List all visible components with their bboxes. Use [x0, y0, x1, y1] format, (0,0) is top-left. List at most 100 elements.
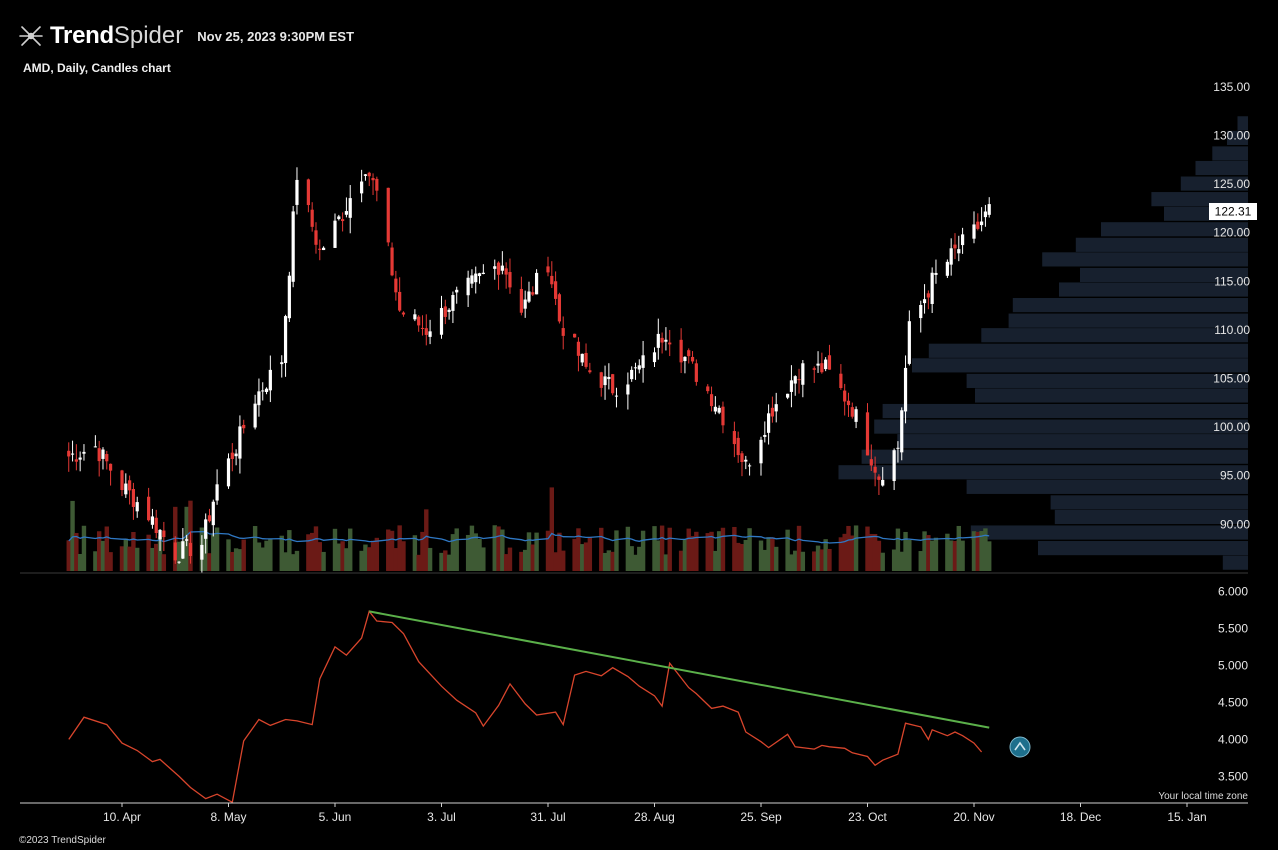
volume-bar — [549, 487, 555, 571]
volume-bar — [469, 525, 475, 571]
alert-chevron-icon[interactable] — [1009, 736, 1031, 758]
volume-bar — [500, 529, 505, 571]
volume-bar — [530, 544, 535, 571]
candle-body — [759, 439, 763, 464]
time-tick-label: 18. Dec — [1060, 810, 1101, 824]
candle-body — [504, 268, 508, 275]
candle-body — [523, 299, 527, 309]
indicator-tick-label: 4.500 — [1218, 695, 1248, 709]
volume-bar — [796, 525, 802, 571]
candle-body — [451, 295, 455, 311]
volume-profile-bar — [1008, 313, 1248, 328]
candle-body — [310, 209, 314, 227]
candle-body — [401, 312, 406, 315]
time-tick-label: 10. Apr — [103, 810, 141, 824]
price-tick-label: 90.00 — [1220, 517, 1250, 531]
volume-bar — [629, 546, 634, 571]
candle-body — [957, 249, 961, 254]
volume-bar — [81, 525, 87, 571]
volume-bar — [96, 531, 102, 571]
candle-body — [824, 359, 828, 370]
candle-body — [474, 273, 478, 283]
volume-bar — [876, 540, 882, 571]
volume-bar — [872, 534, 878, 571]
volume-bar — [363, 544, 368, 571]
candle-body — [211, 501, 215, 526]
price-tick-label: 105.00 — [1213, 371, 1250, 385]
indicator-tick-label: 4.000 — [1218, 732, 1248, 746]
candle-body — [534, 272, 539, 295]
volume-bar — [226, 539, 231, 571]
volume-bar — [237, 549, 243, 571]
volume-bar — [446, 554, 452, 571]
time-tick-label: 23. Oct — [848, 810, 887, 824]
candle-body — [949, 248, 953, 265]
candle-body — [573, 333, 577, 338]
volume-bar — [694, 531, 699, 571]
volume-bar — [519, 551, 524, 571]
candle-body — [226, 458, 231, 487]
volume-bar — [929, 540, 935, 571]
indicator-trendline[interactable] — [369, 610, 990, 729]
volume-bar — [123, 538, 129, 571]
volume-bar — [150, 547, 155, 571]
volume-bar — [507, 547, 513, 571]
volume-bar — [572, 538, 577, 571]
volume-bar — [686, 528, 691, 571]
volume-bar — [230, 551, 235, 571]
price-tick-label: 130.00 — [1213, 128, 1250, 142]
candle-body — [341, 219, 345, 222]
candle-body — [580, 353, 584, 363]
volume-bar — [960, 540, 965, 571]
volume-bar — [279, 535, 284, 571]
volume-profile-bar — [1212, 146, 1248, 161]
candle-body — [637, 365, 641, 370]
indicator-line — [68, 610, 983, 804]
volume-bar — [789, 554, 794, 571]
candle-body — [78, 457, 82, 460]
volume-profile-bar — [897, 434, 1248, 449]
candle-body — [869, 459, 873, 466]
candle-body — [770, 407, 775, 417]
candle-body — [493, 266, 497, 269]
time-tick-label: 31. Jul — [530, 810, 565, 824]
candle-body — [839, 373, 843, 389]
volume-bar — [306, 534, 311, 571]
candle-body — [786, 393, 790, 398]
volume-bar — [850, 535, 855, 571]
candle-body — [687, 350, 691, 357]
volume-bar — [268, 539, 273, 571]
price-tick-label: 125.00 — [1213, 177, 1250, 191]
volume-bar — [336, 543, 342, 571]
volume-profile-bar — [1059, 282, 1248, 297]
volume-bar — [131, 531, 136, 571]
volume-bar — [948, 540, 954, 571]
candle-body — [740, 453, 744, 462]
volume-bar — [747, 528, 752, 571]
volume-bar — [481, 547, 486, 571]
volume-bar — [367, 547, 372, 571]
candle-body — [185, 539, 189, 541]
volume-profile-bar — [1222, 555, 1248, 570]
volume-bar — [321, 551, 326, 571]
volume-bar — [633, 554, 638, 571]
volume-bar — [637, 546, 642, 571]
volume-bar — [526, 532, 532, 571]
candle-body — [980, 221, 984, 226]
candle-body — [793, 376, 797, 384]
volume-bar — [66, 540, 71, 571]
volume-profile-bar — [981, 328, 1248, 343]
chart-timestamp: Nov 25, 2023 9:30PM EST — [197, 28, 355, 44]
volume-bar — [256, 542, 262, 571]
volume-bar — [682, 539, 688, 571]
candle-body — [683, 356, 687, 362]
volume-profile-bar — [1237, 116, 1248, 131]
volume-bar — [895, 528, 901, 571]
candle-body — [253, 403, 257, 428]
candle-body — [261, 390, 265, 392]
candle-body — [945, 261, 949, 276]
volume-bar — [157, 536, 163, 571]
last-price-marker: 122.31 — [1209, 203, 1257, 220]
volume-profile-bar — [1195, 160, 1248, 176]
